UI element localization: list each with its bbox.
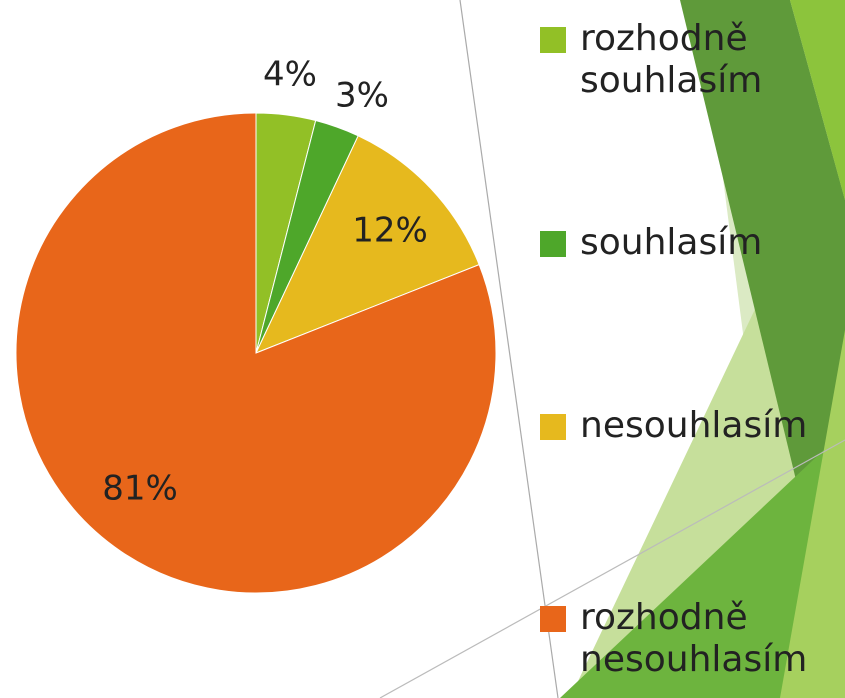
legend-label: souhlasím [580,222,763,263]
legend-label: rozhodně souhlasím [580,18,763,101]
data-label: 12% [352,211,428,251]
line [379,439,845,698]
line [459,0,559,698]
legend-label: rozhodně nesouhlasím [580,597,808,680]
shape [780,330,845,698]
legend-swatch [540,27,566,53]
background-shapes [379,0,845,698]
shape [680,0,845,600]
shape [790,0,845,200]
pie-slice [15,112,497,594]
data-label: 3% [335,76,389,116]
legend-swatch [540,414,566,440]
pie-slice [255,135,480,354]
data-label: 4% [263,55,317,95]
legend-swatch [540,606,566,632]
data-label: 81% [102,469,178,509]
legend-label: nesouhlasím [580,405,808,446]
legend-swatch [540,231,566,257]
shape [560,430,845,698]
